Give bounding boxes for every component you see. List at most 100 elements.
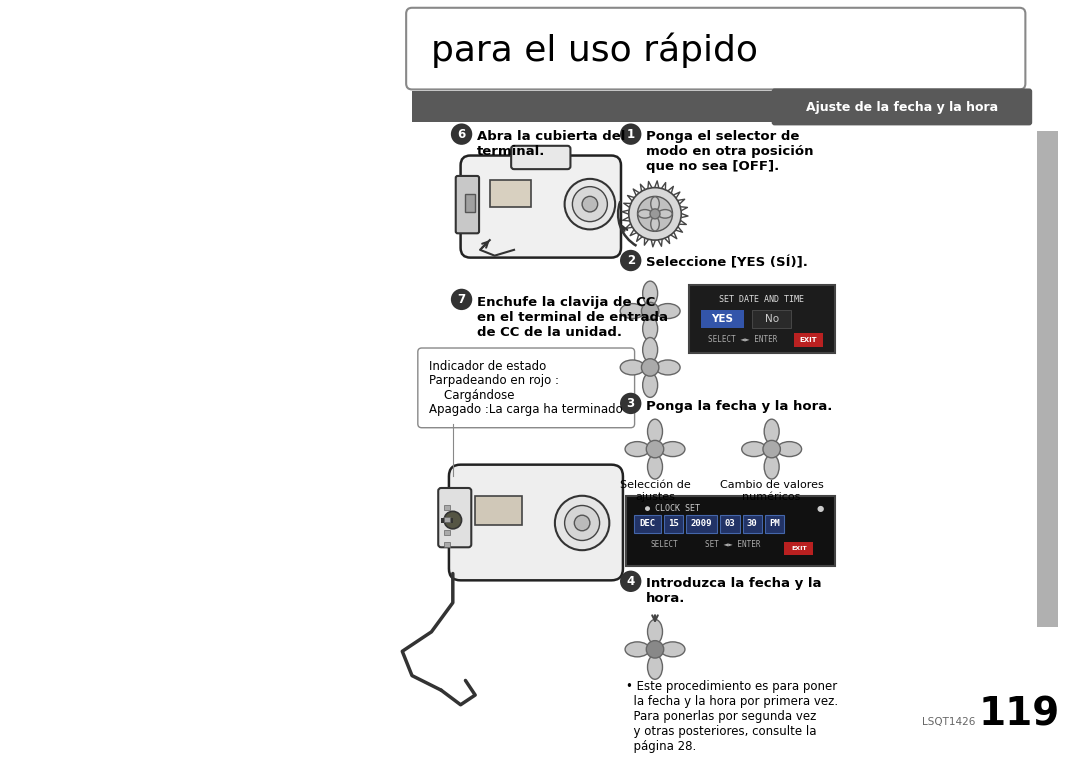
Ellipse shape	[648, 620, 662, 644]
Text: ●: ●	[816, 504, 824, 512]
Text: Selección de
ajustes: Selección de ajustes	[620, 480, 690, 502]
Text: Abra la cubierta del
terminal.: Abra la cubierta del terminal.	[477, 130, 625, 158]
Bar	[1037, 131, 1058, 627]
FancyBboxPatch shape	[456, 176, 480, 233]
Text: 2009: 2009	[691, 519, 713, 528]
Ellipse shape	[643, 373, 658, 397]
Circle shape	[629, 188, 681, 240]
Circle shape	[444, 512, 461, 528]
Bar	[753, 310, 792, 328]
FancyBboxPatch shape	[772, 88, 1032, 125]
Text: YES: YES	[711, 314, 733, 324]
Bar	[784, 542, 813, 555]
Circle shape	[565, 179, 616, 229]
Text: Indicador de estado: Indicador de estado	[430, 360, 546, 373]
Text: 119: 119	[978, 696, 1061, 734]
Ellipse shape	[638, 209, 652, 218]
Bar	[441, 518, 453, 523]
Text: Enchufe la clavija de CC
en el terminal de entrada
de CC de la unidad.: Enchufe la clavija de CC en el terminal …	[477, 295, 669, 338]
Ellipse shape	[651, 217, 659, 231]
Ellipse shape	[648, 655, 662, 680]
FancyBboxPatch shape	[438, 488, 471, 548]
Bar	[444, 530, 450, 535]
Bar	[465, 194, 475, 212]
Text: Introduzca la fecha y la
hora.: Introduzca la fecha y la hora.	[646, 578, 822, 605]
Text: 1: 1	[626, 127, 635, 140]
Circle shape	[555, 495, 609, 550]
Circle shape	[572, 186, 607, 222]
Bar	[444, 517, 450, 522]
Circle shape	[620, 571, 642, 592]
Bar	[634, 515, 661, 533]
Circle shape	[646, 640, 664, 658]
Text: Ponga el selector de
modo en otra posición
que no sea [OFF].: Ponga el selector de modo en otra posici…	[646, 130, 813, 173]
Ellipse shape	[625, 642, 649, 657]
Ellipse shape	[643, 337, 658, 362]
Ellipse shape	[656, 304, 680, 318]
Text: LSQT1426: LSQT1426	[922, 717, 976, 727]
Circle shape	[450, 123, 472, 145]
Bar	[743, 515, 762, 533]
FancyBboxPatch shape	[406, 8, 1025, 90]
Ellipse shape	[658, 209, 672, 218]
Ellipse shape	[656, 360, 680, 375]
Circle shape	[575, 515, 590, 531]
Text: EXIT: EXIT	[791, 546, 807, 551]
Ellipse shape	[620, 304, 645, 318]
Text: Cambio de valores
numéricos: Cambio de valores numéricos	[719, 480, 824, 502]
Bar	[411, 91, 772, 123]
Ellipse shape	[742, 442, 766, 456]
Ellipse shape	[651, 197, 659, 211]
Circle shape	[565, 505, 599, 541]
Circle shape	[646, 440, 664, 458]
Text: ● CLOCK SET: ● CLOCK SET	[645, 504, 700, 512]
Bar	[444, 505, 450, 510]
Ellipse shape	[648, 455, 662, 479]
Text: SELECT ◄► ENTER: SELECT ◄► ENTER	[707, 335, 778, 344]
Bar	[664, 515, 684, 533]
Circle shape	[642, 302, 659, 320]
Text: SET DATE AND TIME: SET DATE AND TIME	[719, 295, 805, 304]
Text: PM: PM	[769, 519, 780, 528]
FancyBboxPatch shape	[511, 146, 570, 170]
Ellipse shape	[778, 442, 801, 456]
Ellipse shape	[765, 455, 779, 479]
Text: Ajuste de la fecha y la hora: Ajuste de la fecha y la hora	[806, 101, 998, 114]
Circle shape	[642, 359, 659, 376]
Text: 7: 7	[458, 293, 465, 306]
Circle shape	[762, 440, 781, 458]
FancyBboxPatch shape	[460, 156, 621, 258]
Text: 15: 15	[669, 519, 679, 528]
Text: SET ◄► ENTER: SET ◄► ENTER	[705, 541, 760, 549]
Bar	[444, 542, 450, 548]
Ellipse shape	[765, 419, 779, 443]
Ellipse shape	[661, 442, 685, 456]
Circle shape	[620, 123, 642, 145]
Text: DEC: DEC	[639, 519, 656, 528]
Text: Apagado :La carga ha terminado: Apagado :La carga ha terminado	[430, 403, 623, 416]
Text: Cargándose: Cargándose	[430, 389, 515, 402]
Bar	[765, 515, 784, 533]
Circle shape	[620, 393, 642, 414]
Bar	[475, 495, 522, 525]
Text: 30: 30	[747, 519, 757, 528]
Ellipse shape	[620, 360, 645, 375]
Text: SELECT: SELECT	[651, 541, 678, 549]
Circle shape	[650, 209, 660, 219]
Circle shape	[450, 288, 472, 310]
Bar	[794, 334, 823, 347]
Text: para el uso rápido: para el uso rápido	[431, 33, 758, 68]
Ellipse shape	[643, 281, 658, 305]
Text: Parpadeando en rojo :: Parpadeando en rojo :	[430, 374, 559, 387]
Circle shape	[637, 196, 673, 232]
Bar	[701, 310, 744, 328]
Text: Ponga la fecha y la hora.: Ponga la fecha y la hora.	[646, 400, 833, 413]
FancyBboxPatch shape	[418, 348, 635, 428]
Circle shape	[582, 196, 597, 212]
Text: 6: 6	[458, 127, 465, 140]
Text: 3: 3	[626, 397, 635, 410]
Bar	[686, 515, 717, 533]
Bar	[720, 515, 740, 533]
Ellipse shape	[643, 317, 658, 341]
Text: EXIT: EXIT	[800, 337, 818, 343]
